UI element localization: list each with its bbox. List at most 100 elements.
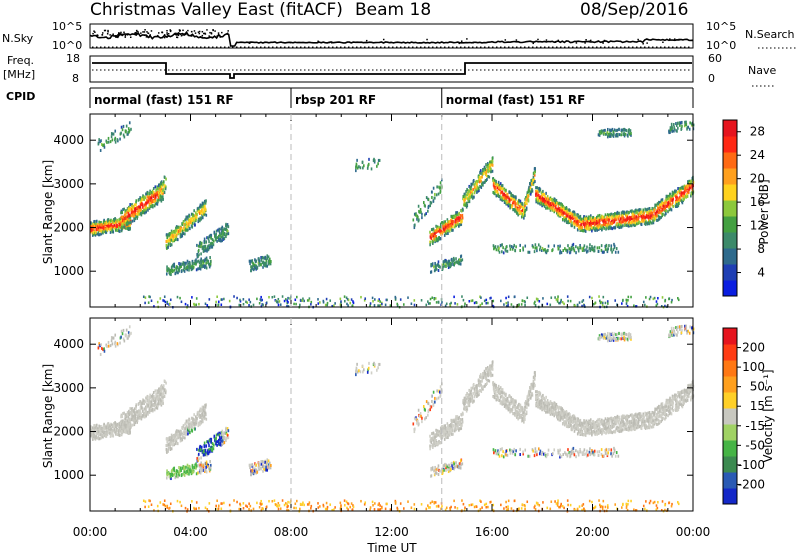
- power-mark: [185, 220, 188, 224]
- power-mark: [573, 210, 576, 214]
- power-mark: [557, 297, 559, 301]
- power-mark: [148, 202, 151, 206]
- power-mark: [119, 137, 121, 141]
- power-mark: [558, 301, 560, 305]
- power-mark: [605, 221, 607, 225]
- power-mark: [624, 223, 626, 227]
- power-mark: [469, 195, 472, 199]
- power-mark: [218, 231, 221, 235]
- power-mark: [600, 129, 603, 133]
- noise-left-tick-bottom: 10^0: [52, 39, 82, 52]
- velocity-mark: [204, 408, 206, 412]
- freq-right-tick-top: 60: [708, 52, 722, 65]
- power-mark: [606, 300, 609, 303]
- velocity-mark: [144, 400, 147, 404]
- power-mark: [166, 300, 169, 304]
- power-mark: [534, 300, 536, 304]
- power-mark: [96, 228, 98, 232]
- power-mark: [550, 198, 552, 202]
- power-mark: [541, 199, 544, 203]
- power-mark: [139, 203, 142, 207]
- power-mark: [596, 228, 598, 232]
- power-mark: [165, 240, 168, 244]
- power-mark: [261, 298, 263, 302]
- velocity-mark: [106, 425, 108, 429]
- power-mark: [538, 201, 540, 205]
- power-mark: [114, 129, 117, 133]
- power-mark: [619, 223, 622, 227]
- power-mark: [248, 259, 251, 263]
- power-mark: [596, 222, 599, 226]
- power-mark: [414, 213, 417, 217]
- noise-sky-point: [249, 41, 251, 44]
- power-mark: [676, 196, 679, 200]
- power-mark: [520, 303, 523, 306]
- power-mark: [122, 208, 124, 212]
- power-mark: [205, 256, 208, 260]
- power-mark: [169, 242, 172, 246]
- power-mark: [164, 187, 167, 191]
- power-mark: [99, 228, 101, 232]
- power-mark: [204, 244, 207, 248]
- power-mark: [447, 263, 450, 267]
- power-mark: [216, 239, 218, 243]
- power-mark: [533, 173, 536, 177]
- noise-sky-point: [167, 33, 170, 35]
- power-mark: [422, 201, 425, 205]
- velocity-mark: [136, 410, 138, 414]
- power-mark: [521, 299, 524, 302]
- power-mark: [524, 244, 527, 248]
- power-mark: [466, 187, 468, 191]
- power-mark: [258, 259, 261, 263]
- power-mark: [507, 295, 510, 299]
- power-mark: [159, 194, 162, 198]
- power-mark: [600, 248, 603, 252]
- power-mark: [672, 204, 675, 208]
- power-mark: [99, 140, 101, 144]
- velocity-mark: [199, 421, 201, 425]
- noise-sky-point: [129, 36, 132, 39]
- power-mark: [562, 204, 564, 208]
- power-mark: [195, 260, 198, 264]
- power-mark: [631, 215, 634, 219]
- power-mark: [451, 228, 453, 232]
- power-mark: [489, 163, 492, 167]
- power-mark: [689, 121, 691, 125]
- power-mark: [200, 244, 203, 248]
- power-mark: [679, 198, 681, 202]
- noise-sky-point: [176, 36, 178, 38]
- power-mark: [233, 295, 235, 298]
- power-mark: [606, 131, 609, 135]
- power-mark: [192, 213, 195, 217]
- velocity-mark: [129, 421, 132, 425]
- power-mark: [627, 217, 629, 221]
- power-mark: [579, 219, 582, 223]
- velocity-mark: [128, 409, 130, 413]
- power-mark: [222, 232, 224, 236]
- power-mark: [524, 210, 526, 214]
- power-mark: [417, 204, 420, 208]
- power-mark: [599, 218, 601, 222]
- velocity-mark: [184, 432, 187, 436]
- power-mark: [535, 186, 537, 190]
- power-mark: [543, 248, 545, 252]
- power-mark: [148, 204, 151, 208]
- power-mark: [505, 296, 507, 300]
- power-mark: [204, 200, 207, 204]
- noise-sky-point: [532, 42, 534, 45]
- power-mark: [634, 209, 636, 213]
- power-mark: [670, 197, 673, 201]
- power-mark: [359, 166, 362, 170]
- power-mark: [144, 296, 147, 299]
- power-mark: [358, 165, 360, 169]
- power-mark: [611, 227, 614, 231]
- power-mark: [145, 192, 148, 196]
- power-mark: [356, 158, 358, 162]
- power-mark: [176, 229, 178, 233]
- power-mark: [618, 226, 621, 230]
- power-mark: [655, 203, 658, 207]
- noise-sky-point: [169, 29, 171, 31]
- power-mark: [113, 221, 116, 225]
- velocity-mark: [148, 408, 151, 412]
- power-mark: [114, 140, 117, 144]
